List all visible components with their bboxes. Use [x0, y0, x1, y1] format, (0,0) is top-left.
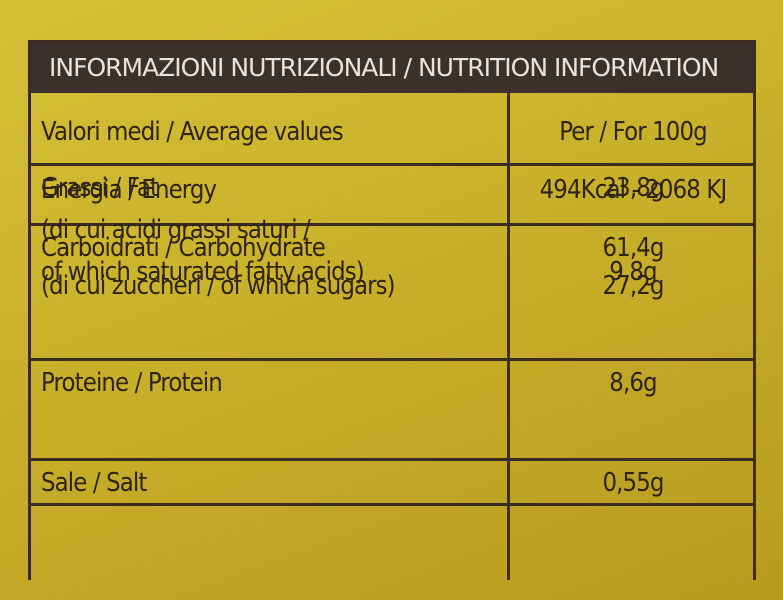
nutrient-label: Carboidrati / Carbohydrate: [41, 233, 326, 263]
row-rule: [31, 223, 753, 226]
row-rule: [31, 503, 753, 506]
nutrient-label: (di cui zuccheri / of which sugars): [41, 271, 396, 301]
nutrient-label: Sale / Salt: [41, 468, 147, 498]
nutrient-value: 61,4g: [602, 233, 664, 263]
nutrient-value: 8,6g: [609, 368, 657, 398]
column-header: Valori medi / Average values: [41, 117, 344, 147]
column-divider: [507, 93, 510, 580]
row-rule: [31, 458, 753, 461]
column-header: Per / For 100g: [559, 117, 707, 147]
panel-title: INFORMAZIONI NUTRIZIONALI / NUTRITION IN…: [31, 43, 753, 93]
row-rule: [31, 358, 753, 361]
nutrient-label: (di cui acidi grassi saturi /: [41, 215, 311, 245]
nutrient-label: of which saturated fatty acids): [41, 257, 365, 287]
nutrient-value: 494Kcal - 2068 KJ: [539, 175, 728, 205]
row-rule: [31, 163, 753, 166]
nutrient-label: Energia / Energy: [41, 175, 217, 205]
nutrient-label: Grassi / Fat: [41, 173, 159, 203]
nutrient-value: 9,8g: [609, 257, 657, 287]
nutrition-panel: INFORMAZIONI NUTRIZIONALI / NUTRITION IN…: [28, 40, 756, 580]
nutrient-label: Proteine / Protein: [41, 368, 223, 398]
nutrient-value: 0,55g: [602, 468, 664, 498]
nutrient-value: 27,2g: [602, 271, 664, 301]
nutrient-value: 23,8g: [602, 173, 664, 203]
